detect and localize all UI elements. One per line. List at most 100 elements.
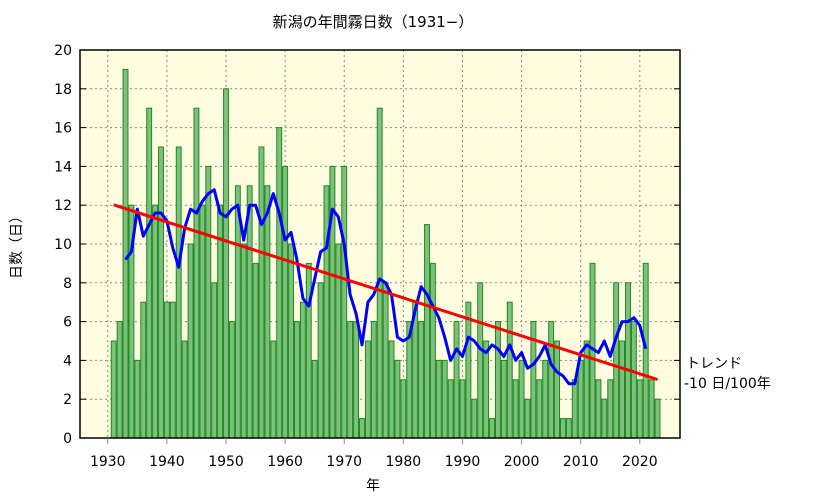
y-tick-label: 14 <box>54 159 72 175</box>
bar-2022 <box>648 379 655 439</box>
bar-1983 <box>418 321 425 439</box>
bar-1992 <box>471 398 478 439</box>
bar-1969 <box>335 243 342 439</box>
x-axis-label: 年 <box>366 478 380 494</box>
y-tick-label: 12 <box>54 198 72 214</box>
bar-2021 <box>642 262 649 439</box>
bar-1938 <box>152 204 159 439</box>
bar-1932 <box>116 321 123 439</box>
y-tick-label: 18 <box>54 82 72 98</box>
bar-2001 <box>524 398 531 439</box>
x-tick-label: 2000 <box>504 454 540 470</box>
bar-1996 <box>494 321 501 439</box>
moving-average-line <box>124 188 648 386</box>
bar-1995 <box>489 418 495 439</box>
bar-1944 <box>187 243 194 439</box>
y-tick-label: 4 <box>63 353 72 369</box>
trend-rate-label: -10 日/100年 <box>684 376 771 392</box>
bar-1953 <box>240 243 247 439</box>
bar-1933 <box>122 68 129 439</box>
bar-1978 <box>388 340 395 439</box>
bar-1986 <box>435 359 442 439</box>
bar-1976 <box>376 107 383 439</box>
bar-1998 <box>506 301 513 439</box>
bar-1950 <box>223 88 229 439</box>
bar-1946 <box>199 204 206 439</box>
bar-2009 <box>571 379 578 439</box>
bar-1968 <box>329 165 336 439</box>
bar-2015 <box>607 379 614 439</box>
bar-1931 <box>110 340 117 439</box>
bar-1961 <box>288 243 294 439</box>
bar-1960 <box>282 165 289 439</box>
y-tick-label: 0 <box>63 431 72 447</box>
bar-2008 <box>565 418 572 439</box>
x-tick-label: 2010 <box>563 454 599 470</box>
bar-2023 <box>654 398 661 439</box>
y-axis-label: 日数（日） <box>9 209 25 279</box>
bar-2000 <box>518 359 525 439</box>
bar-2007 <box>560 418 566 439</box>
bar-1975 <box>370 321 377 439</box>
bar-1972 <box>353 321 360 439</box>
x-tick-label: 1990 <box>445 454 481 470</box>
bar-1977 <box>382 282 389 439</box>
x-tick-label: 1970 <box>326 454 362 470</box>
bar-1936 <box>140 301 147 439</box>
x-tick-label: 1940 <box>149 454 185 470</box>
bar-2020 <box>636 379 643 439</box>
bar-1999 <box>512 379 519 439</box>
bar-1966 <box>317 282 324 439</box>
bar-2019 <box>630 321 637 439</box>
bar-1984 <box>424 224 430 439</box>
y-tick-label: 2 <box>63 392 72 408</box>
y-tick-label: 10 <box>54 237 72 253</box>
bar-1985 <box>429 262 436 439</box>
bar-2014 <box>601 398 608 439</box>
bar-1959 <box>276 127 283 439</box>
trend-line <box>113 203 658 381</box>
bar-2005 <box>548 321 555 439</box>
bar-1947 <box>205 165 212 439</box>
bar-1967 <box>323 185 330 439</box>
bar-2013 <box>595 379 602 439</box>
y-tick-label: 6 <box>63 315 72 331</box>
x-tick-label: 1960 <box>267 454 303 470</box>
bar-1988 <box>447 379 454 439</box>
bar-1939 <box>158 146 164 439</box>
bar-1980 <box>400 379 407 439</box>
bar-1943 <box>181 340 188 439</box>
bar-1979 <box>394 359 401 439</box>
bar-2006 <box>554 340 561 439</box>
bar-1955 <box>252 262 259 439</box>
x-tick-label: 1950 <box>208 454 244 470</box>
bar-1974 <box>364 340 371 439</box>
axis-ticks: 0 2 4 6 8 10 12 14 16 18 20 1930 1940 1950 1960 1970 198… <box>54 43 680 470</box>
bar-1941 <box>169 301 176 439</box>
y-tick-label: 8 <box>63 276 72 292</box>
bar-1945 <box>193 107 200 439</box>
bar-1971 <box>347 321 354 439</box>
bar-2003 <box>536 379 543 439</box>
bar-1957 <box>264 185 271 439</box>
bar-1962 <box>293 321 300 439</box>
bar-2017 <box>619 340 626 439</box>
bar-1948 <box>211 282 218 439</box>
bar-1997 <box>500 359 507 439</box>
bar-1963 <box>299 301 306 439</box>
bar-1942 <box>175 146 182 439</box>
bar-1973 <box>359 418 365 439</box>
bar-1958 <box>270 340 277 439</box>
bar-2004 <box>542 359 549 439</box>
bar-1989 <box>453 321 460 439</box>
bar-1994 <box>483 340 490 439</box>
bar-1991 <box>465 301 472 439</box>
bar-1987 <box>441 359 448 439</box>
bar-1964 <box>305 262 312 439</box>
bar-1990 <box>459 379 466 439</box>
x-tick-label: 2020 <box>622 454 658 470</box>
bar-1940 <box>163 301 170 439</box>
bar-1965 <box>311 359 318 439</box>
bar-1956 <box>258 146 265 439</box>
